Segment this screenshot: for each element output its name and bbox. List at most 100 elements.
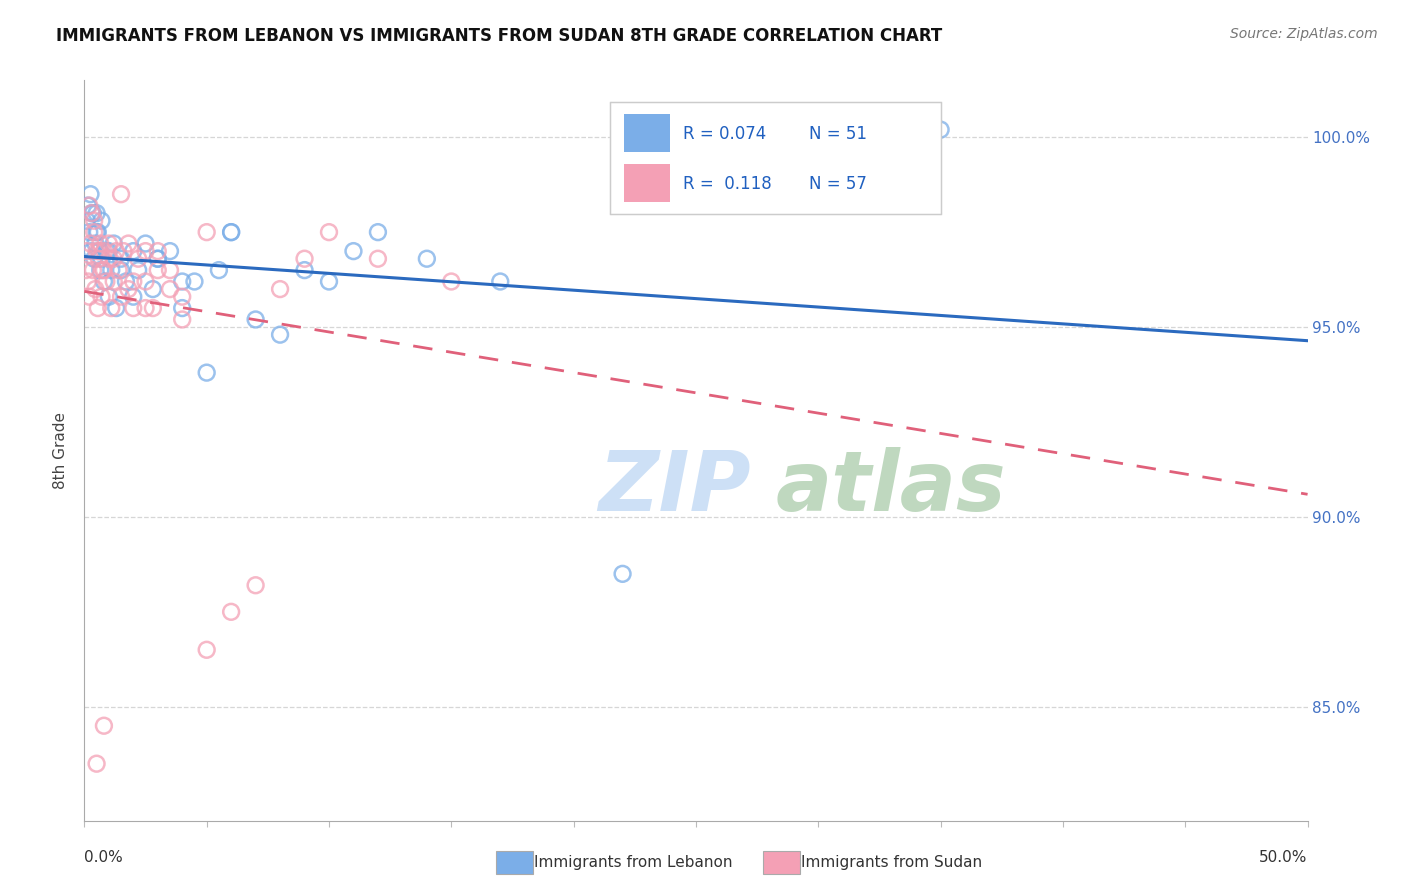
Point (89, 236, 111, 251)
Point (219, 225, 242, 239)
Point (93, 263, 115, 277)
Point (195, 642, 218, 657)
Point (84, 282, 107, 296)
Point (172, 301, 194, 315)
Text: ZIP: ZIP (598, 447, 751, 528)
Point (96, 244, 118, 259)
Point (97, 236, 120, 251)
Point (146, 252, 169, 266)
Point (87, 301, 110, 315)
Point (135, 244, 157, 259)
Point (117, 236, 139, 251)
Text: Source: ZipAtlas.com: Source: ZipAtlas.com (1230, 27, 1378, 41)
Point (83, 213, 105, 227)
Point (87, 252, 110, 266)
Point (245, 312, 267, 326)
Text: IMMIGRANTS FROM LEBANON VS IMMIGRANTS FROM SUDAN 8TH GRADE CORRELATION CHART: IMMIGRANTS FROM LEBANON VS IMMIGRANTS FR… (56, 27, 942, 45)
Point (159, 263, 181, 277)
Point (110, 290, 132, 304)
Point (142, 282, 165, 296)
Point (294, 252, 316, 266)
Point (93, 275, 115, 289)
Point (86, 225, 108, 239)
Point (612, 566, 634, 581)
Point (269, 282, 291, 296)
Point (367, 252, 389, 266)
Point (103, 236, 125, 251)
Point (79, 187, 101, 202)
Y-axis label: 8th Grade: 8th Grade (53, 412, 69, 489)
Text: 50.0%: 50.0% (1260, 850, 1308, 865)
Point (77, 225, 100, 239)
Point (77, 198, 100, 212)
Text: Immigrants from Lebanon: Immigrants from Lebanon (534, 855, 733, 870)
Point (367, 225, 389, 239)
Point (127, 263, 149, 277)
Point (172, 312, 194, 326)
Point (89, 263, 111, 277)
Point (90, 213, 112, 227)
Point (97, 252, 120, 266)
Point (83, 252, 105, 266)
Text: Immigrants from Sudan: Immigrants from Sudan (801, 855, 983, 870)
Point (135, 236, 157, 251)
Point (87, 244, 110, 259)
Point (90, 290, 112, 304)
Point (208, 263, 231, 277)
Point (159, 244, 181, 259)
Point (122, 301, 145, 315)
Point (80, 206, 103, 220)
Point (122, 275, 145, 289)
Point (146, 244, 169, 259)
Point (219, 225, 242, 239)
Point (97, 290, 120, 304)
Point (489, 275, 512, 289)
Point (112, 244, 135, 259)
Point (294, 263, 316, 277)
Text: atlas: atlas (776, 447, 1007, 528)
Point (107, 263, 129, 277)
Point (77, 275, 100, 289)
Point (245, 578, 267, 592)
Point (105, 301, 128, 315)
Point (105, 244, 128, 259)
Point (90, 252, 112, 266)
Point (127, 252, 149, 266)
Point (93, 244, 115, 259)
Point (146, 252, 169, 266)
Point (318, 275, 340, 289)
Point (100, 301, 122, 315)
Point (84, 236, 107, 251)
Point (79, 236, 101, 251)
Point (122, 290, 145, 304)
Point (86, 756, 108, 771)
Text: 0.0%: 0.0% (84, 850, 124, 865)
Point (97, 244, 120, 259)
Point (122, 244, 145, 259)
Point (80, 244, 103, 259)
Point (146, 263, 169, 277)
Point (77, 290, 100, 304)
Point (91, 263, 114, 277)
Point (76, 213, 98, 227)
Point (83, 225, 105, 239)
Point (82, 263, 104, 277)
Point (93, 719, 115, 733)
Point (135, 275, 157, 289)
Point (86, 244, 108, 259)
Point (142, 301, 165, 315)
Point (172, 290, 194, 304)
Point (342, 244, 364, 259)
Point (82, 206, 104, 220)
Point (159, 282, 181, 296)
Point (110, 252, 132, 266)
Point (416, 252, 439, 266)
Point (87, 244, 110, 259)
Point (195, 366, 218, 380)
Point (183, 275, 205, 289)
Point (110, 187, 132, 202)
Point (135, 301, 157, 315)
Point (440, 275, 463, 289)
Point (195, 225, 218, 239)
Point (929, 122, 952, 136)
